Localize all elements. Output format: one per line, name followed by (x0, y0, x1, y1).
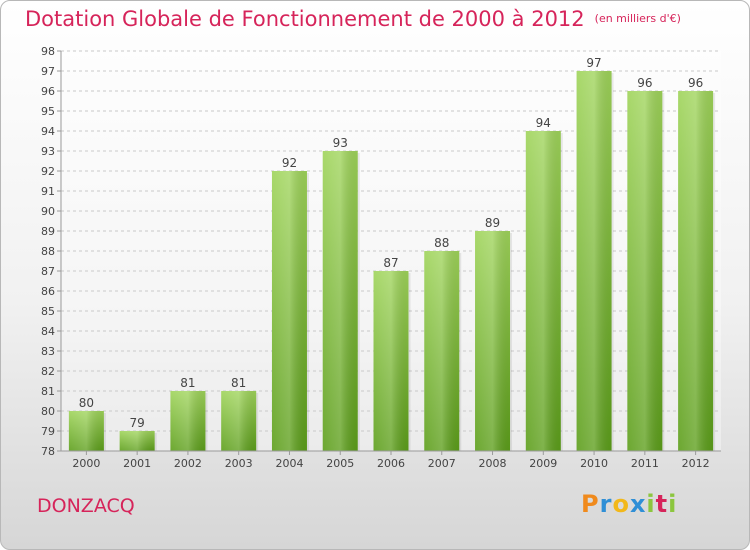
town-name: DONZACQ (37, 495, 135, 517)
data-label: 89 (485, 216, 500, 230)
x-tick-label: 2010 (580, 457, 608, 470)
data-label: 79 (130, 416, 145, 430)
bar-highlight (68, 411, 104, 451)
y-tick-label: 82 (41, 365, 55, 378)
data-label: 97 (586, 56, 601, 70)
y-tick-label: 93 (41, 145, 55, 158)
bar-highlight (475, 231, 511, 451)
bar-highlight (170, 391, 206, 451)
x-tick-label: 2002 (174, 457, 202, 470)
y-tick-label: 81 (41, 385, 55, 398)
data-label: 93 (333, 136, 348, 150)
bar-highlight (322, 151, 358, 451)
x-tick-label: 2003 (225, 457, 253, 470)
bar-highlight (627, 91, 663, 451)
data-label: 96 (637, 76, 652, 90)
y-tick-label: 80 (41, 405, 55, 418)
x-tick-label: 2011 (631, 457, 659, 470)
y-tick-label: 91 (41, 185, 55, 198)
data-label: 81 (180, 376, 195, 390)
y-tick-label: 87 (41, 265, 55, 278)
data-label: 96 (688, 76, 703, 90)
data-label: 94 (536, 116, 551, 130)
x-tick-label: 2001 (123, 457, 151, 470)
y-tick-label: 85 (41, 305, 55, 318)
data-label: 81 (231, 376, 246, 390)
x-tick-label: 2006 (377, 457, 405, 470)
data-label: 92 (282, 156, 297, 170)
y-tick-label: 88 (41, 245, 55, 258)
y-tick-label: 79 (41, 425, 55, 438)
data-label: 88 (434, 236, 449, 250)
chart-unit: (en milliers d'€) (594, 12, 681, 25)
y-tick-label: 89 (41, 225, 55, 238)
y-tick-label: 92 (41, 165, 55, 178)
y-tick-label: 90 (41, 205, 55, 218)
bar-highlight (119, 431, 155, 451)
chart-title-text: Dotation Globale de Fonctionnement de 20… (25, 7, 585, 31)
y-tick-label: 94 (41, 125, 55, 138)
y-tick-label: 78 (41, 445, 55, 458)
bar-highlight (221, 391, 257, 451)
x-tick-label: 2004 (275, 457, 303, 470)
x-tick-label: 2005 (326, 457, 354, 470)
y-tick-label: 98 (41, 45, 55, 58)
data-label: 80 (79, 396, 94, 410)
data-label: 87 (383, 256, 398, 270)
bar-highlight (271, 171, 307, 451)
x-tick-label: 2008 (479, 457, 507, 470)
y-tick-label: 86 (41, 285, 55, 298)
x-tick-label: 2007 (428, 457, 456, 470)
bar-highlight (373, 271, 409, 451)
bar-highlight (424, 251, 460, 451)
y-tick-label: 97 (41, 65, 55, 78)
y-tick-label: 83 (41, 345, 55, 358)
x-tick-label: 2012 (682, 457, 710, 470)
y-tick-label: 96 (41, 85, 55, 98)
chart-title: Dotation Globale de Fonctionnement de 20… (25, 7, 681, 31)
bar-highlight (525, 131, 561, 451)
y-tick-label: 84 (41, 325, 55, 338)
bar-highlight (678, 91, 714, 451)
bar-highlight (576, 71, 612, 451)
x-tick-label: 2009 (529, 457, 557, 470)
x-tick-label: 2000 (72, 457, 100, 470)
proxiti-logo: Proxiti (581, 490, 678, 518)
y-tick-label: 95 (41, 105, 55, 118)
